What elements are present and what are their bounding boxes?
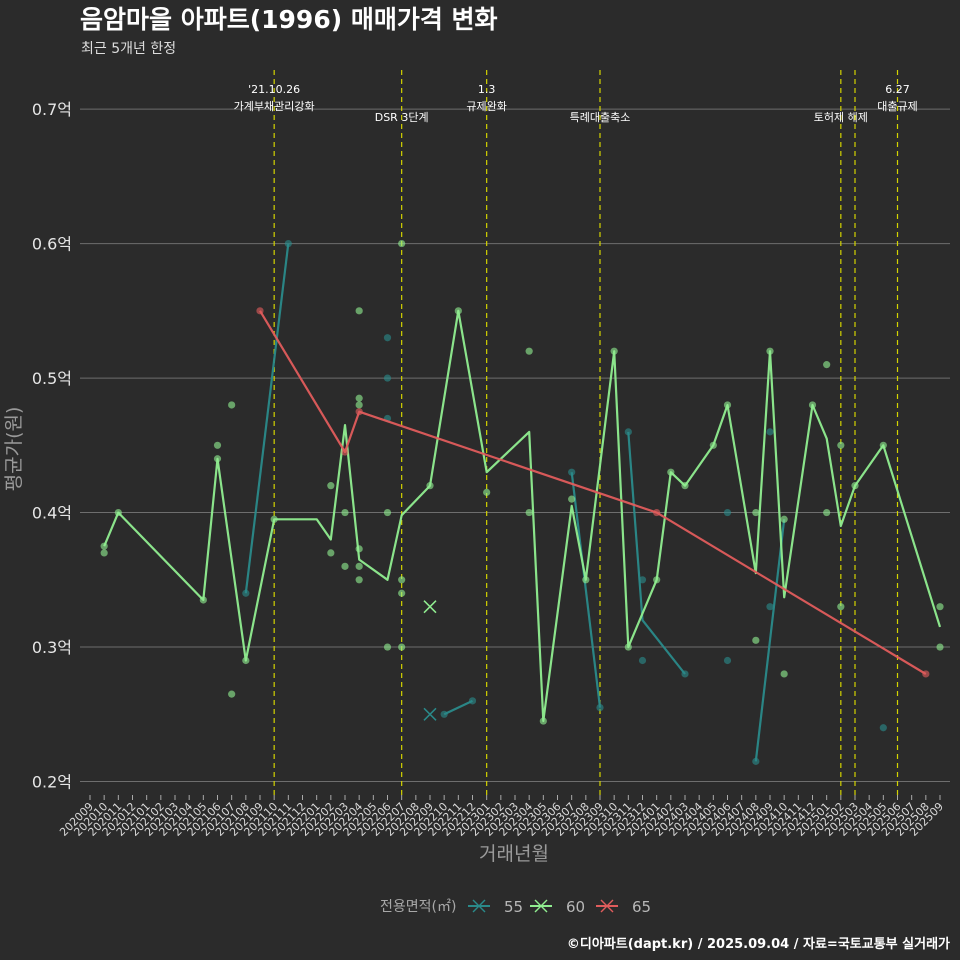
data-point: [568, 495, 576, 503]
series-line: [570, 472, 602, 708]
event-label: 6.27: [885, 83, 910, 96]
data-point: [936, 603, 944, 611]
data-point: [638, 576, 647, 584]
data-point: [468, 697, 477, 705]
data-point: [100, 549, 108, 557]
data-point: [879, 724, 887, 732]
y-tick-label: 0.6억: [32, 235, 72, 254]
chart-title: 음암마을 아파트(1996) 매매가격 변화: [80, 5, 498, 34]
y-tick-label: 0.2억: [32, 773, 72, 792]
data-point: [383, 508, 392, 517]
y-tick-label: 0.3억: [32, 638, 72, 657]
data-point: [228, 690, 236, 698]
data-point: [383, 334, 392, 342]
data-point: [752, 508, 760, 517]
y-axis-title: 평균가(원): [3, 407, 25, 492]
data-point: [780, 670, 788, 678]
series-60: [100, 239, 944, 725]
legend-label: 55: [504, 898, 523, 916]
data-point: [723, 656, 732, 665]
event-label: DSR 3단계: [375, 111, 429, 124]
data-point: [837, 603, 845, 611]
data-point: [766, 428, 774, 436]
series-line: [443, 699, 473, 716]
cross-marker: [423, 707, 437, 721]
data-point: [341, 562, 349, 570]
data-point: [398, 643, 406, 651]
y-tick-label: 0.4억: [32, 504, 72, 523]
data-point: [483, 488, 491, 496]
data-point: [355, 576, 363, 584]
legend-title: 전용면적(㎡): [380, 899, 456, 915]
data-point: [383, 374, 392, 382]
data-point: [284, 239, 292, 248]
x-axis-ticks: 2020092020102020112020122021012021022021…: [57, 795, 946, 839]
series-line: [259, 310, 927, 675]
data-point: [936, 643, 944, 651]
x-axis-title: 거래년월: [479, 843, 549, 865]
data-point: [723, 508, 732, 517]
data-point: [823, 361, 831, 369]
legend-key-cross: [600, 899, 614, 913]
event-label: 규제완화: [466, 100, 506, 113]
data-point: [398, 576, 406, 584]
legend: 전용면적(㎡) 55 60 65: [380, 898, 651, 916]
y-axis-ticks: 0.2억 0.3억 0.4억 0.5억 0.6억 0.7억: [32, 100, 72, 791]
data-point: [638, 656, 647, 665]
data-point: [752, 636, 760, 644]
series-line: [627, 431, 686, 675]
series-line: [244, 243, 290, 594]
series-line: [103, 309, 942, 723]
data-point: [780, 515, 788, 523]
data-point: [355, 307, 363, 315]
cross-marker: [423, 600, 437, 614]
series-group: [100, 239, 944, 765]
event-label: 토허제 해제: [814, 110, 868, 124]
legend-key-cross: [472, 899, 486, 913]
data-point: [525, 508, 533, 517]
event-label: 대출규제: [877, 100, 917, 113]
series-line: [754, 519, 786, 762]
series-55: [242, 239, 887, 765]
legend-key-cross: [534, 899, 548, 913]
data-point: [327, 549, 335, 557]
data-point: [355, 401, 363, 409]
series-65: [256, 307, 930, 678]
data-point: [383, 643, 392, 651]
legend-label: 60: [566, 898, 585, 916]
y-tick-label: 0.5억: [32, 369, 72, 388]
data-point: [213, 441, 222, 449]
data-point: [837, 441, 845, 449]
data-point: [327, 482, 335, 490]
data-point: [341, 508, 349, 517]
data-point: [398, 239, 406, 248]
chart-subtitle: 최근 5개년 한정: [81, 41, 176, 57]
data-point: [228, 401, 236, 409]
legend-label: 65: [632, 898, 651, 916]
data-point: [355, 394, 363, 402]
event-label: 가계부채관리강화: [234, 100, 315, 113]
data-point: [398, 589, 406, 597]
event-label: 1.3: [478, 83, 496, 96]
y-tick-label: 0.7억: [32, 100, 72, 119]
event-label: 특례대출축소: [570, 111, 631, 124]
data-point: [766, 603, 774, 611]
data-point: [624, 428, 632, 436]
data-point: [355, 562, 363, 570]
data-point: [823, 508, 831, 517]
data-point: [525, 347, 533, 355]
source-caption: ©디아파트(dapt.kr) / 2025.09.04 / 자료=국토교통부 실…: [567, 936, 950, 952]
event-label: '21.10.26: [248, 83, 300, 96]
